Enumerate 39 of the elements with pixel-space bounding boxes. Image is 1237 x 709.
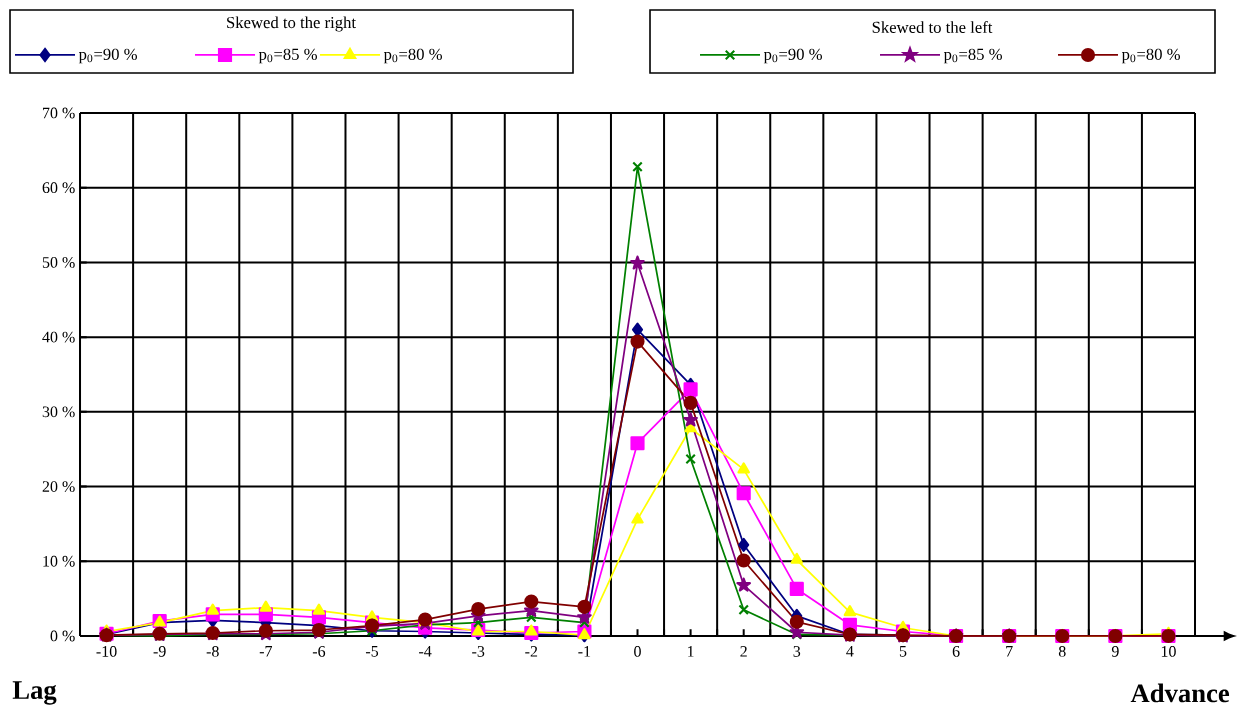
legend-label: p$_{0}$=80 %	[383, 48, 442, 64]
x-tick-label: -2	[525, 646, 538, 657]
x-tick-label: -10	[96, 646, 117, 657]
y-tick-label: 50 %	[42, 256, 75, 268]
y-tick-label: 10 %	[43, 555, 75, 567]
x-tick-label: -8	[206, 646, 219, 657]
y-tick-label: 40 %	[42, 331, 75, 343]
x-tick-label: 3	[793, 646, 801, 657]
x-tick-label: -9	[153, 646, 166, 657]
y-tick-label: 60 %	[42, 182, 75, 194]
legend-label: p$_{0}$=80 %	[1121, 48, 1180, 64]
x-tick-label: 6	[952, 646, 960, 657]
x-tick-label: 0	[634, 646, 641, 657]
x-tick-label: 7	[1006, 646, 1013, 657]
x-tick-label: 2	[740, 646, 747, 657]
legend-label: p$_{0}$=90 %	[763, 48, 822, 64]
text: Skewed to the right	[227, 16, 356, 32]
y-tick-label: 20 %	[42, 481, 75, 492]
text: Advance	[1130, 683, 1230, 703]
x-tick-label: 5	[899, 646, 907, 657]
legend-label: p$_{0}$=85 %	[943, 48, 1002, 64]
text: Lag	[12, 681, 57, 705]
x-tick-label: 8	[1058, 646, 1066, 657]
text: Skewed to the left	[872, 21, 993, 33]
x-tick-label: -7	[259, 646, 273, 657]
y-tick-label: 70 %	[43, 107, 75, 119]
x-tick-label: -5	[365, 646, 379, 657]
x-tick-label: -1	[578, 646, 591, 657]
x-tick-label: -3	[472, 646, 485, 657]
y-tick-label: 0 %	[50, 630, 75, 642]
x-tick-label: 9	[1111, 646, 1119, 657]
x-tick-label: -6	[312, 646, 326, 657]
x-tick-label: 4	[846, 646, 854, 657]
x-tick-label: 10	[1161, 646, 1176, 657]
legend-label: p$_{0}$=90 %	[78, 48, 137, 64]
y-tick-label: 30 %	[42, 406, 75, 418]
x-tick-label: -4	[419, 646, 432, 657]
x-tick-label: 1	[688, 646, 694, 657]
legend-label: p$_{0}$=85 %	[258, 48, 317, 64]
